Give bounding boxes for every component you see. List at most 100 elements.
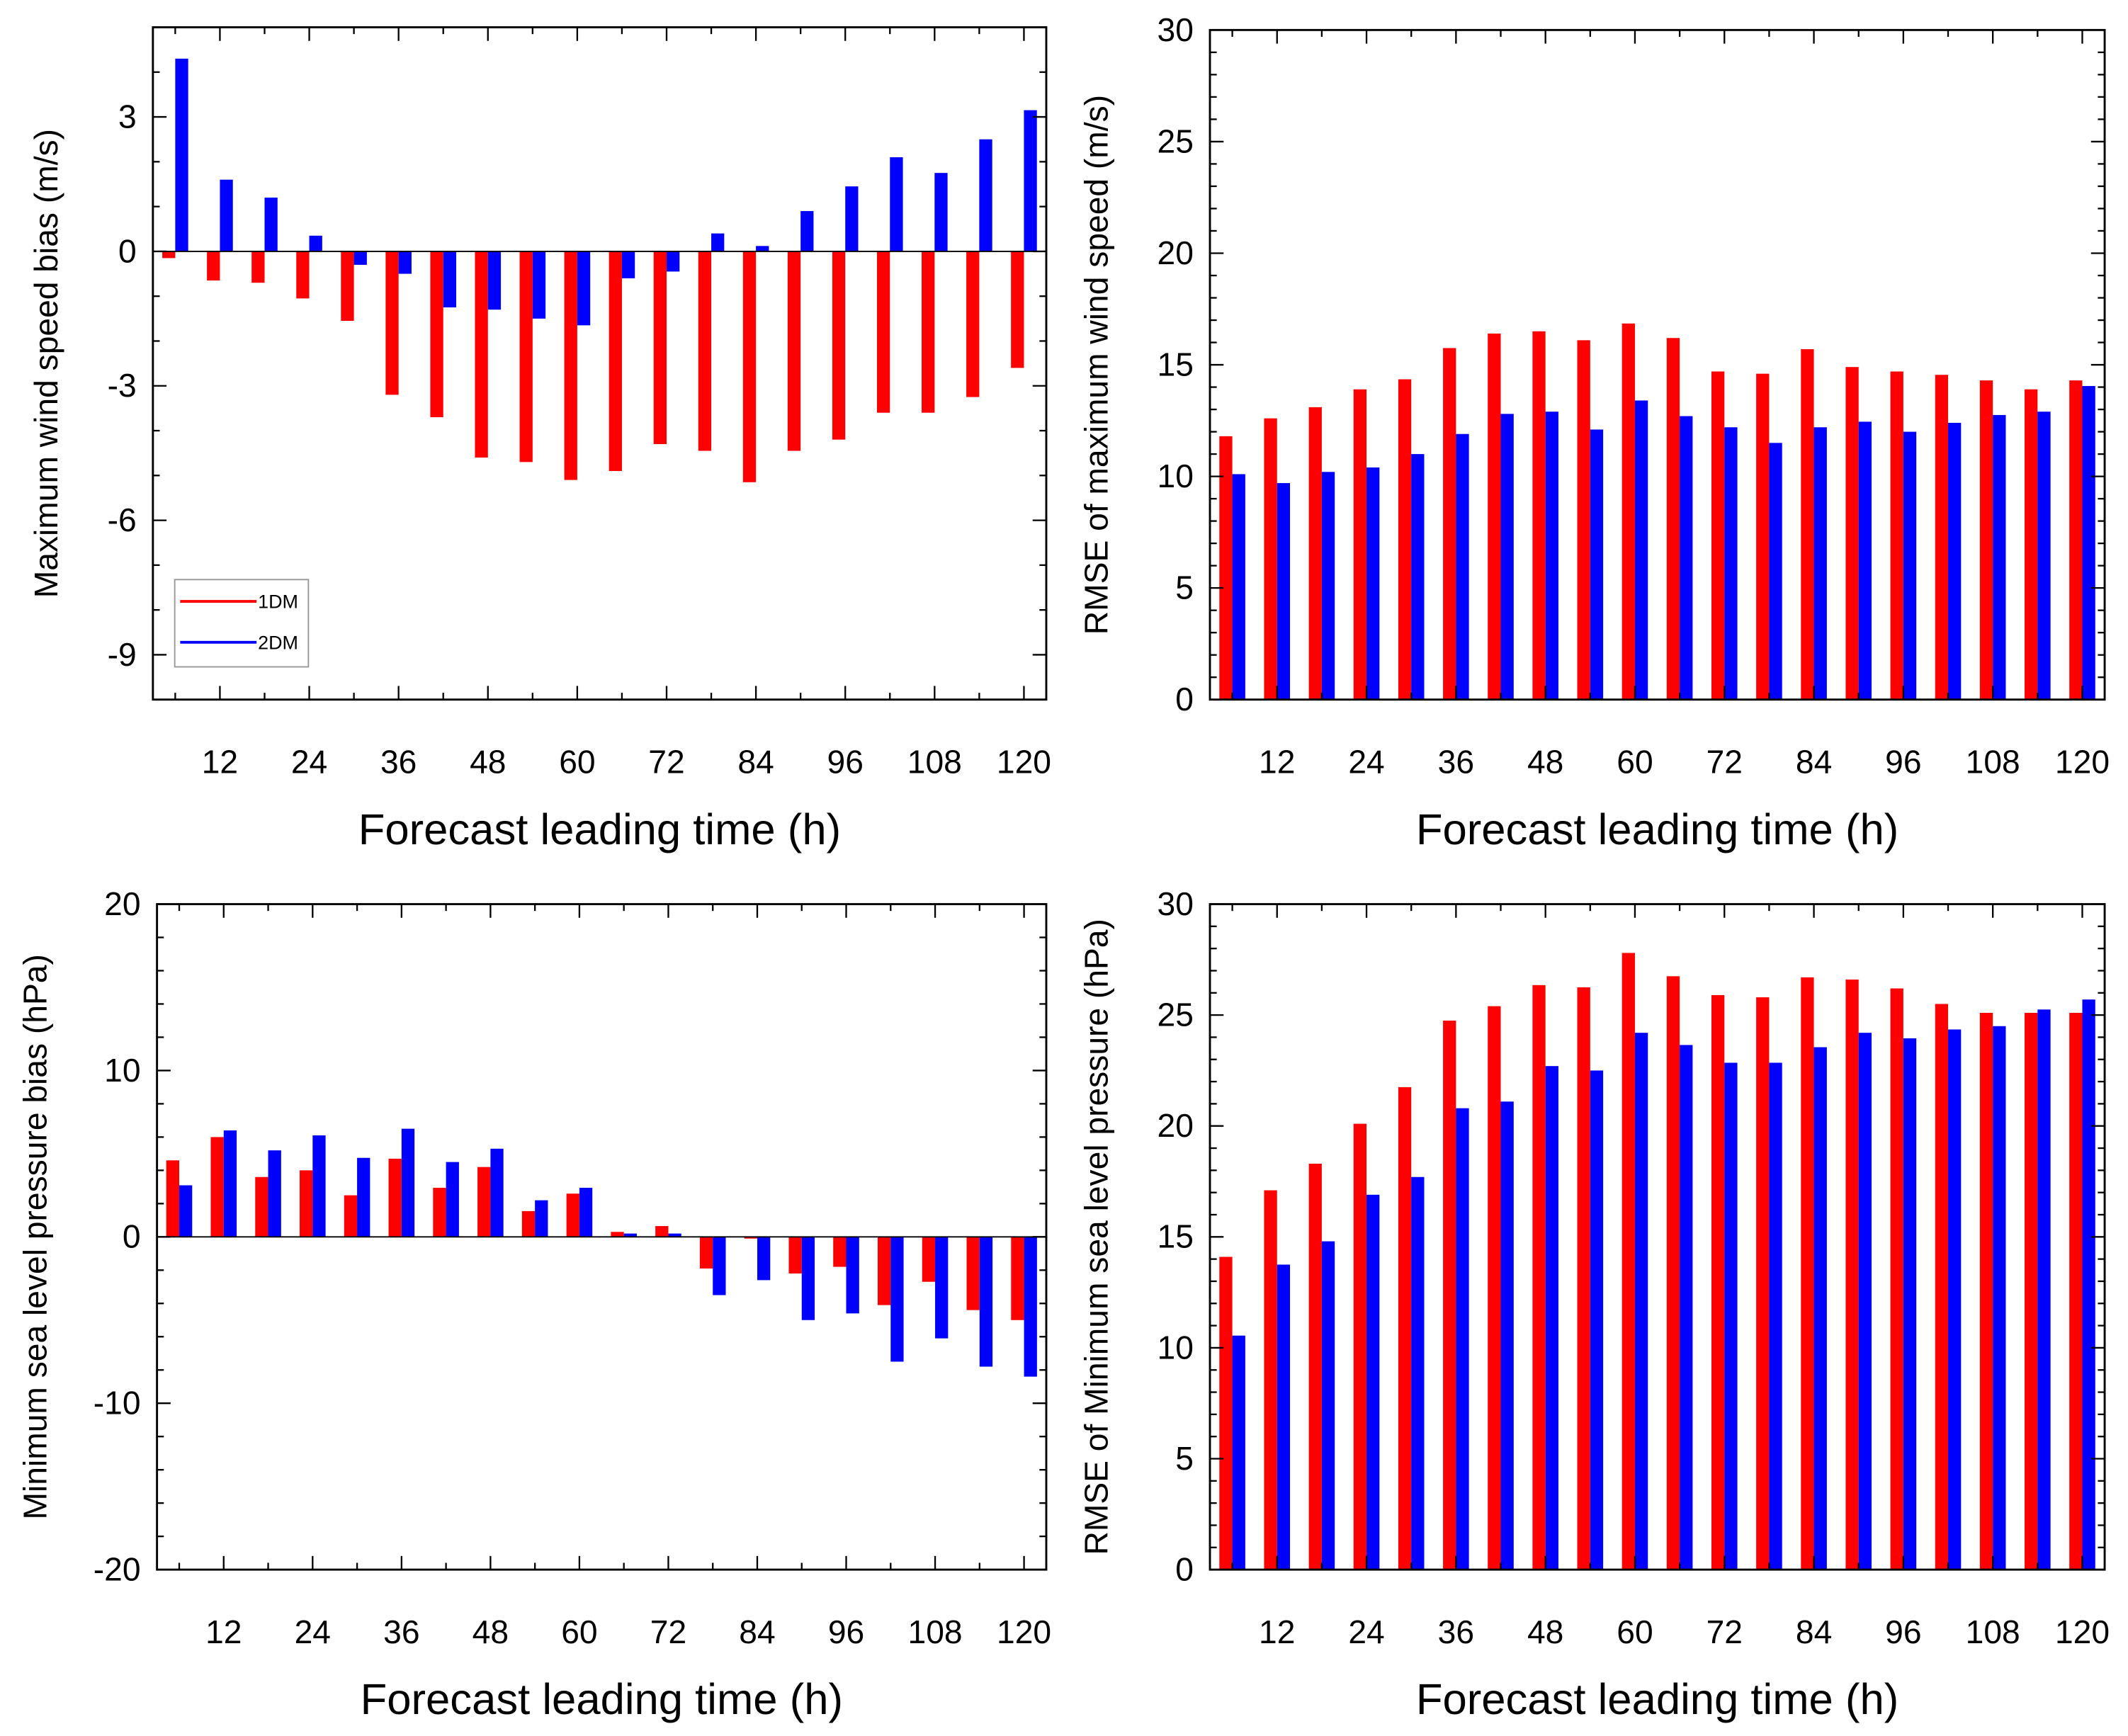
bar-2DM-78h bbox=[1769, 443, 1782, 700]
x-tick-label: 72 bbox=[648, 744, 684, 781]
bar-1DM-108h bbox=[1979, 380, 1993, 700]
bar-2DM-60h bbox=[1634, 400, 1648, 700]
y-tick-label: 10 bbox=[1158, 1329, 1194, 1366]
x-tick-label: 108 bbox=[1966, 1613, 2020, 1650]
bar-1DM-12h bbox=[1264, 418, 1277, 700]
y-tick-label: 15 bbox=[1158, 1218, 1194, 1255]
bar-1DM-48h bbox=[475, 251, 488, 458]
bar-1DM-42h bbox=[1488, 1006, 1501, 1570]
bar-2DM-96h bbox=[1903, 431, 1917, 700]
bar-2DM-48h bbox=[487, 251, 502, 310]
x-tick-label: 96 bbox=[828, 1613, 864, 1650]
bar-1DM-30h bbox=[1398, 379, 1412, 700]
x-tick-label: 36 bbox=[1438, 1613, 1474, 1650]
bar-1DM-48h bbox=[1532, 985, 1546, 1570]
bar-1DM-6h bbox=[166, 1160, 180, 1237]
bar-1DM-66h bbox=[609, 251, 622, 471]
bar-1DM-54h bbox=[519, 251, 533, 463]
bar-2DM-24h bbox=[309, 235, 322, 251]
bar-2DM-42h bbox=[1500, 414, 1514, 700]
bar-1DM-78h bbox=[1756, 997, 1770, 1570]
bar-1DM-102h bbox=[876, 251, 890, 413]
plot-frame bbox=[1209, 28, 2106, 701]
legend-box bbox=[174, 579, 310, 668]
bar-2DM-42h bbox=[443, 251, 457, 308]
bar-1DM-12h bbox=[207, 251, 220, 281]
y-tick-label: 20 bbox=[1158, 234, 1194, 271]
bar-1DM-24h bbox=[296, 251, 310, 299]
x-tick-label: 60 bbox=[1617, 744, 1653, 781]
bar-2DM-72h bbox=[1724, 1062, 1738, 1570]
bar-1DM-30h bbox=[1398, 1087, 1412, 1570]
x-tick-label: 48 bbox=[472, 1613, 509, 1650]
bar-1DM-84h bbox=[1801, 348, 1814, 700]
bar-2DM-54h bbox=[1590, 1070, 1604, 1570]
bar-2DM-102h bbox=[1948, 422, 1962, 700]
bar-1DM-96h bbox=[832, 251, 846, 440]
y-tick-label: -3 bbox=[108, 367, 137, 404]
bar-2DM-18h bbox=[268, 1150, 281, 1237]
y-tick-label: 5 bbox=[1175, 1440, 1194, 1477]
bar-1DM-96h bbox=[1890, 371, 1903, 700]
bar-2DM-18h bbox=[1321, 1241, 1335, 1570]
x-tick-label: 36 bbox=[383, 1613, 419, 1650]
bar-1DM-30h bbox=[341, 251, 354, 321]
bar-2DM-24h bbox=[1366, 1194, 1380, 1570]
x-tick-label: 72 bbox=[1707, 1613, 1743, 1650]
y-tick-label: -20 bbox=[94, 1551, 141, 1588]
x-axis-label: Forecast leading time (h) bbox=[1416, 1675, 1898, 1724]
bar-1DM-48h bbox=[477, 1167, 491, 1237]
bar-2DM-36h bbox=[1456, 1108, 1469, 1570]
bar-1DM-72h bbox=[1711, 371, 1725, 700]
bar-2DM-54h bbox=[1590, 429, 1604, 700]
bar-2DM-96h bbox=[845, 186, 859, 251]
bar-2DM-84h bbox=[756, 246, 769, 251]
bar-1DM-90h bbox=[787, 251, 801, 451]
x-tick-label: 60 bbox=[1617, 1613, 1653, 1650]
bar-1DM-18h bbox=[1308, 407, 1322, 700]
bar-1DM-108h bbox=[922, 1237, 936, 1282]
bar-1DM-6h bbox=[1219, 1256, 1233, 1570]
x-tick-label: 120 bbox=[2055, 744, 2110, 781]
x-tick-label: 120 bbox=[997, 1613, 1051, 1650]
bar-1DM-12h bbox=[210, 1137, 224, 1237]
bar-2DM-90h bbox=[1858, 421, 1872, 700]
bar-2DM-78h bbox=[711, 233, 725, 251]
x-axis-label: Forecast leading time (h) bbox=[358, 805, 841, 854]
y-axis-label: RMSE of maximum wind speed (m/s) bbox=[1078, 95, 1115, 635]
x-tick-label: 48 bbox=[470, 744, 506, 781]
x-tick-label: 12 bbox=[205, 1613, 242, 1650]
y-axis-label: Maximum wind speed bias (m/s) bbox=[28, 129, 64, 598]
bar-2DM-60h bbox=[1634, 1033, 1648, 1570]
bar-1DM-66h bbox=[1666, 976, 1680, 1570]
x-tick-label: 12 bbox=[1259, 1613, 1295, 1650]
bar-1DM-6h bbox=[162, 251, 176, 259]
y-tick-label: -10 bbox=[94, 1385, 141, 1422]
chart-panel-2: 0 5 10 15 20 25 30 12 24 36 48 60 72 84 96 108 120 Foreca… bbox=[1078, 11, 2110, 854]
bar-2DM-66h bbox=[623, 1233, 637, 1237]
bar-2DM-42h bbox=[446, 1162, 459, 1237]
bar-1DM-42h bbox=[430, 251, 443, 418]
bar-1DM-84h bbox=[742, 251, 757, 482]
x-tick-label: 108 bbox=[1966, 744, 2020, 781]
bar-2DM-102h bbox=[890, 1237, 904, 1362]
bar-2DM-84h bbox=[1813, 1047, 1827, 1570]
x-tick-label: 120 bbox=[997, 744, 1051, 781]
x-tick-label: 24 bbox=[1348, 744, 1384, 781]
y-tick-label: 10 bbox=[1158, 458, 1194, 494]
bar-1DM-54h bbox=[1577, 340, 1590, 700]
bar-1DM-90h bbox=[1845, 980, 1859, 1570]
y-tick-label: 10 bbox=[104, 1052, 140, 1089]
bar-2DM-48h bbox=[1545, 412, 1558, 700]
bar-1DM-48h bbox=[1532, 331, 1546, 700]
bar-2DM-18h bbox=[264, 197, 278, 251]
bar-1DM-84h bbox=[1801, 977, 1814, 1570]
bar-2DM-24h bbox=[312, 1135, 326, 1237]
x-tick-label: 60 bbox=[559, 744, 595, 781]
bar-1DM-18h bbox=[1308, 1163, 1322, 1570]
bar-2DM-120h bbox=[1024, 110, 1037, 251]
x-tick-label: 84 bbox=[739, 1613, 775, 1650]
bar-1DM-108h bbox=[922, 251, 935, 413]
bar-1DM-102h bbox=[877, 1237, 891, 1305]
